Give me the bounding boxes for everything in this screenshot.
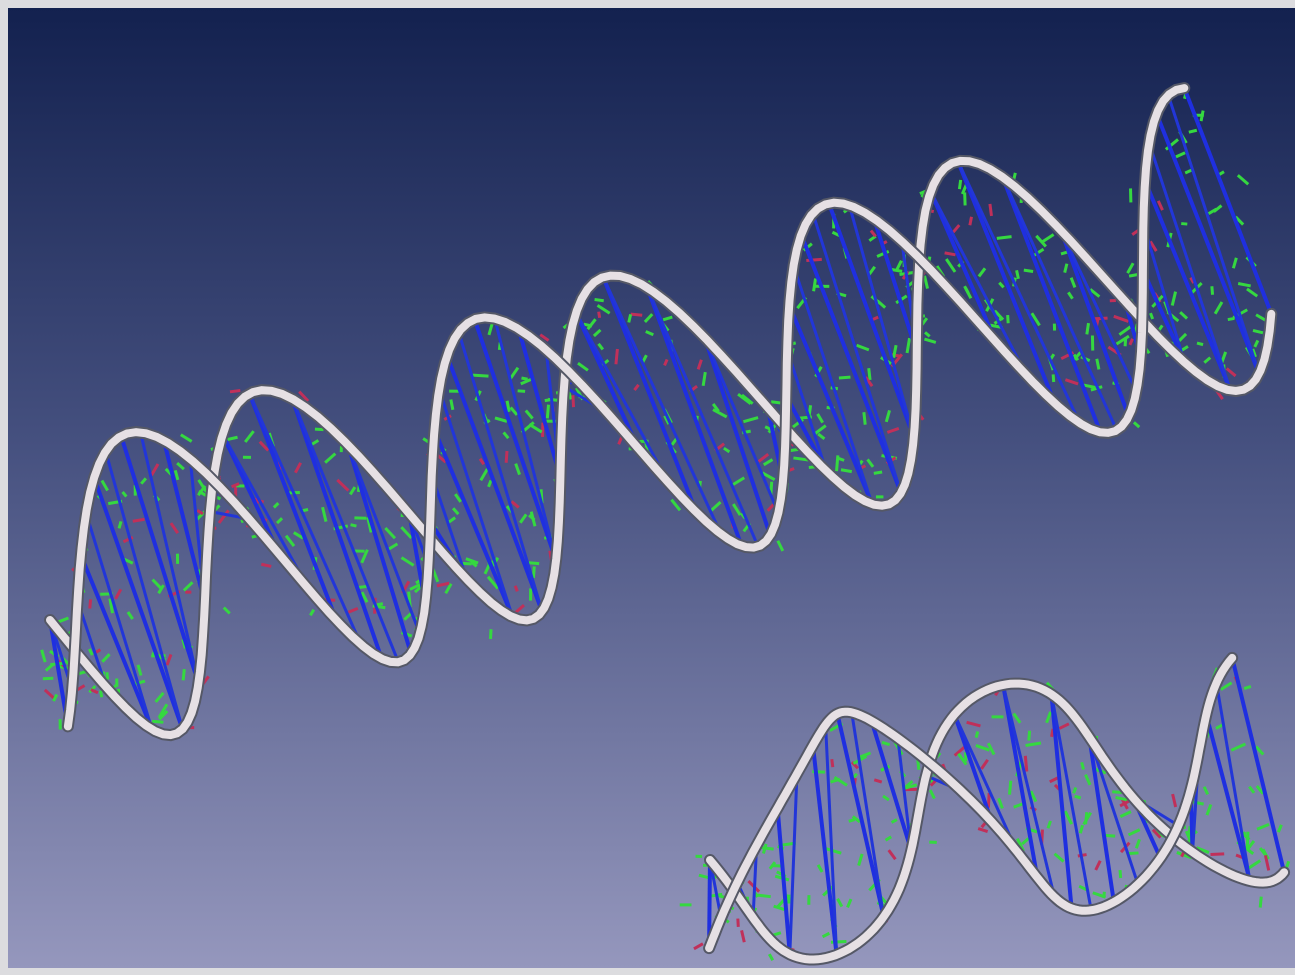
base-atom (518, 391, 525, 392)
base-atom (133, 519, 145, 521)
base-atom (703, 372, 705, 386)
base-atom (1120, 870, 1121, 878)
base-atom (473, 375, 489, 376)
base-atom (839, 377, 851, 378)
base-atom (521, 378, 527, 379)
base-atom (959, 180, 960, 189)
base-atom (841, 470, 852, 472)
base-atom (869, 368, 870, 380)
base-atom (1075, 796, 1081, 798)
base-atom (761, 848, 773, 850)
base-atom (90, 599, 91, 608)
base-atom (1074, 788, 1076, 794)
base-atom (849, 820, 855, 822)
base-atom (1197, 343, 1203, 345)
base-atom (529, 563, 539, 564)
base-atom (864, 412, 865, 425)
base-atom (1181, 224, 1187, 225)
base-atom (358, 587, 366, 588)
base-atom (997, 237, 1012, 239)
base-atom (1260, 897, 1261, 908)
base-atom (1052, 729, 1053, 737)
base-atom (1024, 270, 1033, 271)
base-atom (152, 721, 163, 722)
base-atom (1104, 892, 1105, 898)
base-atom (945, 253, 956, 255)
base-atom (595, 300, 604, 301)
base-atom (1082, 762, 1084, 769)
base-atom (629, 314, 631, 322)
base-atom (832, 759, 833, 767)
base-atom (1244, 686, 1251, 688)
base-atom (1029, 731, 1030, 741)
base-atom (1212, 286, 1213, 294)
base-atom (533, 566, 534, 578)
base-atom (616, 349, 617, 364)
base-atom (261, 564, 271, 566)
base-atom (806, 259, 821, 260)
molecule-render (0, 0, 1295, 975)
base-atom (1053, 374, 1054, 382)
base-atom (1189, 130, 1197, 132)
base-atom (547, 405, 548, 419)
base-atom (107, 672, 108, 679)
base-atom (988, 793, 989, 808)
base-atom (631, 314, 642, 315)
base-atom (100, 690, 101, 697)
base-atom (573, 395, 574, 407)
base-atom (506, 451, 507, 463)
base-atom (119, 521, 121, 528)
base-atom (990, 204, 992, 216)
base-atom (970, 217, 972, 225)
base-atom (1065, 264, 1067, 273)
base-atom (507, 401, 509, 412)
base-atom (1010, 781, 1011, 795)
base-atom (599, 312, 600, 318)
base-atom (230, 391, 240, 392)
page: (() => { const data = JSON.parse(documen… (0, 0, 1295, 975)
base-atom (1228, 318, 1235, 319)
base-atom (451, 399, 453, 409)
base-atom (1008, 315, 1009, 323)
base-atom (1150, 313, 1152, 319)
base-atom (1025, 756, 1026, 772)
base-atom (756, 895, 770, 897)
base-atom (976, 731, 978, 737)
base-atom (1210, 854, 1224, 855)
base-atom (490, 629, 491, 639)
base-atom (1087, 323, 1089, 334)
base-atom (874, 472, 882, 473)
base-atom (1017, 270, 1019, 279)
base-atom (837, 455, 838, 471)
base-atom (183, 669, 184, 680)
base-atom (351, 525, 357, 526)
base-atom (515, 586, 517, 592)
base-atom (1097, 359, 1099, 370)
